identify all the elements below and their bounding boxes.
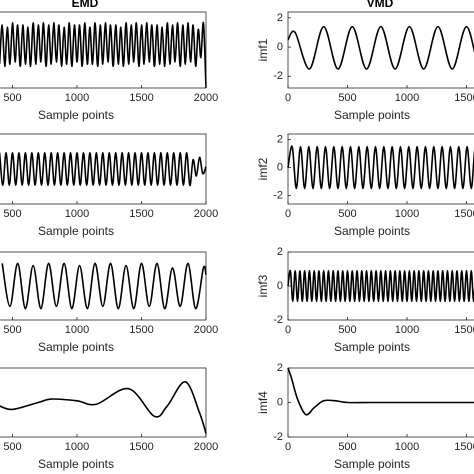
x-tick-label: 1500 [129, 208, 153, 220]
y-tick-label: 0 [277, 280, 283, 292]
plot-box [0, 367, 207, 438]
x-tick-label: 1000 [65, 92, 89, 104]
y-tick-label: 2 [277, 246, 283, 258]
x-axis-label: Sample points [38, 457, 114, 471]
signal-line [287, 269, 474, 303]
x-axis-label: Sample points [38, 340, 114, 354]
y-axis-label: imf4 [256, 391, 270, 414]
x-axis-label: Sample points [334, 108, 410, 122]
x-tick-label: 0 [285, 92, 291, 104]
x-tick-label: 1000 [65, 208, 89, 220]
x-tick-label: 0 [285, 441, 291, 453]
x-tick-label: 500 [3, 208, 21, 220]
x-tick-label: 500 [338, 208, 356, 220]
x-tick-label: 1000 [395, 324, 419, 336]
x-axis-label: Sample points [38, 108, 114, 122]
y-tick-label: 0 [277, 41, 283, 53]
y-tick-label: 2 [277, 12, 283, 24]
x-tick-label: 1500 [129, 324, 153, 336]
chart-title: VMD [367, 0, 394, 10]
x-tick-label: 1000 [395, 92, 419, 104]
signal-line [287, 145, 474, 190]
x-tick-label: 1000 [65, 441, 89, 453]
x-tick-label: 2000 [194, 441, 218, 453]
y-tick-label: -2 [273, 431, 283, 443]
y-axis-label: imf1 [256, 38, 270, 61]
x-tick-label: 1500 [129, 441, 153, 453]
x-tick-label: 0 [285, 324, 291, 336]
x-tick-label: 2000 [194, 208, 218, 220]
x-tick-label: 500 [3, 324, 21, 336]
signal-line [287, 25, 474, 70]
x-tick-label: 1500 [454, 324, 474, 336]
x-tick-label: 2000 [194, 92, 218, 104]
signal-line [287, 367, 474, 416]
x-tick-label: 1500 [129, 92, 153, 104]
x-tick-label: 500 [3, 441, 21, 453]
x-tick-label: 1000 [395, 441, 419, 453]
x-tick-label: 500 [338, 441, 356, 453]
x-tick-label: 2000 [194, 324, 218, 336]
y-tick-label: 2 [277, 134, 283, 146]
x-tick-label: 500 [3, 92, 21, 104]
signal-line [0, 151, 207, 187]
x-tick-label: 0 [285, 208, 291, 220]
chart-title: EMD [72, 0, 99, 10]
x-axis-label: Sample points [38, 224, 114, 238]
x-axis-label: Sample points [334, 340, 410, 354]
x-axis-label: Sample points [334, 457, 410, 471]
signal-line [0, 22, 207, 89]
x-tick-label: 1500 [454, 441, 474, 453]
signal-line [1, 262, 207, 310]
y-tick-label: 0 [277, 396, 283, 408]
y-tick-label: -2 [273, 190, 283, 202]
x-tick-label: 1000 [65, 324, 89, 336]
x-tick-label: 1500 [454, 92, 474, 104]
y-tick-label: 0 [277, 162, 283, 174]
y-tick-label: 2 [277, 362, 283, 374]
y-tick-label: -2 [273, 70, 283, 82]
x-tick-label: 1500 [454, 208, 474, 220]
x-tick-label: 500 [338, 324, 356, 336]
y-tick-label: -2 [273, 314, 283, 326]
y-axis-label: imf3 [256, 274, 270, 297]
x-axis-label: Sample points [334, 224, 410, 238]
y-axis-label: imf2 [256, 157, 270, 180]
plot-box [0, 251, 207, 321]
signal-line [0, 381, 207, 434]
x-tick-label: 500 [338, 92, 356, 104]
x-tick-label: 1000 [395, 208, 419, 220]
